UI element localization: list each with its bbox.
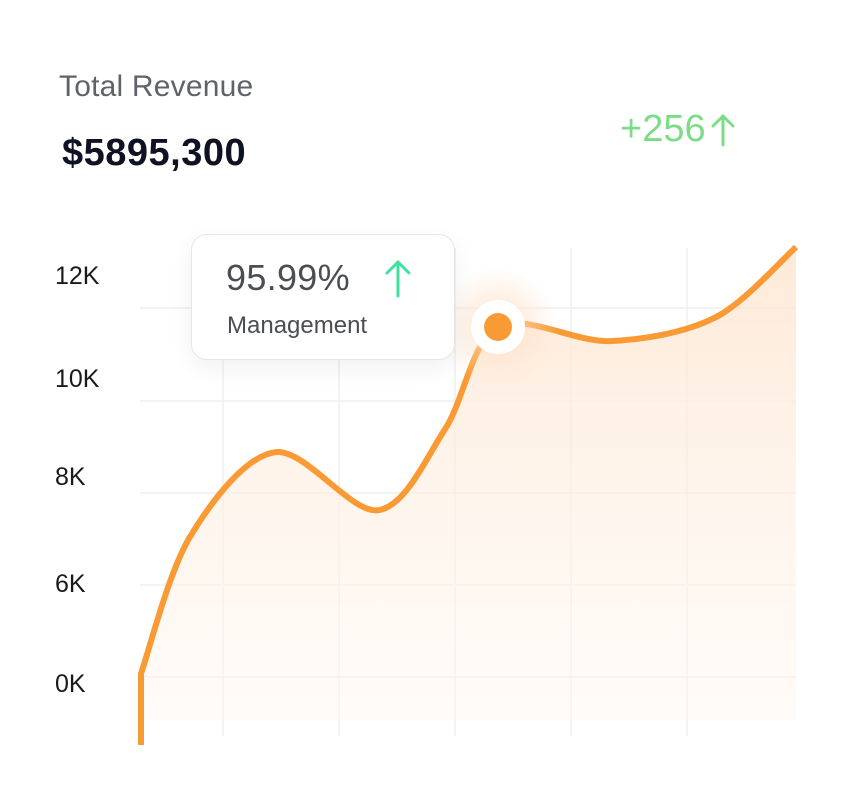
y-tick-label: 12K	[55, 262, 100, 290]
y-tick-label: 0K	[55, 670, 86, 698]
revenue-delta: +256	[620, 108, 736, 151]
tooltip-label: Management	[227, 312, 368, 339]
revenue-area	[141, 247, 796, 745]
y-tick-label: 6K	[55, 570, 86, 598]
tooltip-value: 95.99%	[226, 257, 350, 298]
y-tick-label: 8K	[55, 463, 86, 491]
arrow-up-icon	[385, 260, 411, 298]
total-revenue-amount: $5895,300	[62, 132, 247, 174]
chart-tooltip: 95.99% Management	[191, 234, 455, 360]
revenue-line	[138, 244, 799, 745]
y-tick-label: 10K	[55, 365, 100, 393]
highlight-point	[484, 313, 512, 341]
revenue-delta-value: +256	[620, 108, 706, 150]
chart-title: Total Revenue	[59, 70, 254, 103]
arrow-up-icon	[711, 114, 735, 146]
